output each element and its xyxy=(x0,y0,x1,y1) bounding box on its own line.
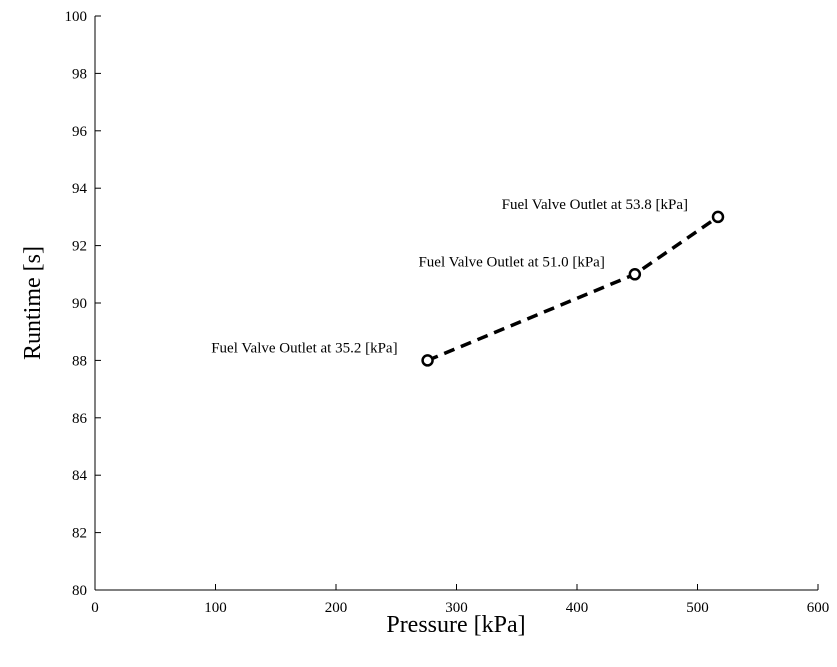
y-tick-label: 84 xyxy=(72,468,88,484)
y-ticks: 80 82 84 86 88 90 92 94 96 98 100 xyxy=(65,9,101,599)
x-ticks: 0 100 200 300 400 500 600 xyxy=(91,584,829,616)
data-point xyxy=(711,210,725,224)
data-label: Fuel Valve Outlet at 51.0 [kPa] xyxy=(418,254,604,270)
axes xyxy=(94,16,818,591)
y-tick-label: 82 xyxy=(72,526,87,542)
annotations: Fuel Valve Outlet at 35.2 [kPa] Fuel Valv… xyxy=(211,197,688,357)
y-tick-label: 100 xyxy=(65,9,88,25)
series xyxy=(421,210,725,367)
y-tick-label: 86 xyxy=(72,411,88,427)
data-point xyxy=(628,268,642,281)
y-tick-label: 92 xyxy=(72,239,87,255)
series-line xyxy=(426,215,719,363)
x-axis-title: Pressure [kPa] xyxy=(386,612,525,638)
x-tick-label: 600 xyxy=(807,600,830,616)
x-tick-label: 500 xyxy=(686,600,709,616)
x-tick-label: 400 xyxy=(566,600,589,616)
y-tick-label: 96 xyxy=(72,124,88,140)
y-tick-label: 88 xyxy=(72,353,87,369)
data-label: Fuel Valve Outlet at 53.8 [kPa] xyxy=(502,197,688,213)
y-tick-label: 80 xyxy=(72,583,87,599)
data-point xyxy=(421,354,434,367)
y-tick-label: 98 xyxy=(72,66,87,82)
y-tick-label: 94 xyxy=(72,181,88,197)
y-axis-title: Runtime [s] xyxy=(20,246,46,360)
data-label: Fuel Valve Outlet at 35.2 [kPa] xyxy=(211,340,397,356)
y-tick-label: 90 xyxy=(72,296,87,312)
x-tick-label: 0 xyxy=(91,600,99,616)
x-tick-label: 100 xyxy=(204,600,227,616)
x-tick-label: 200 xyxy=(325,600,348,616)
x-tick-label: 300 xyxy=(445,600,468,616)
